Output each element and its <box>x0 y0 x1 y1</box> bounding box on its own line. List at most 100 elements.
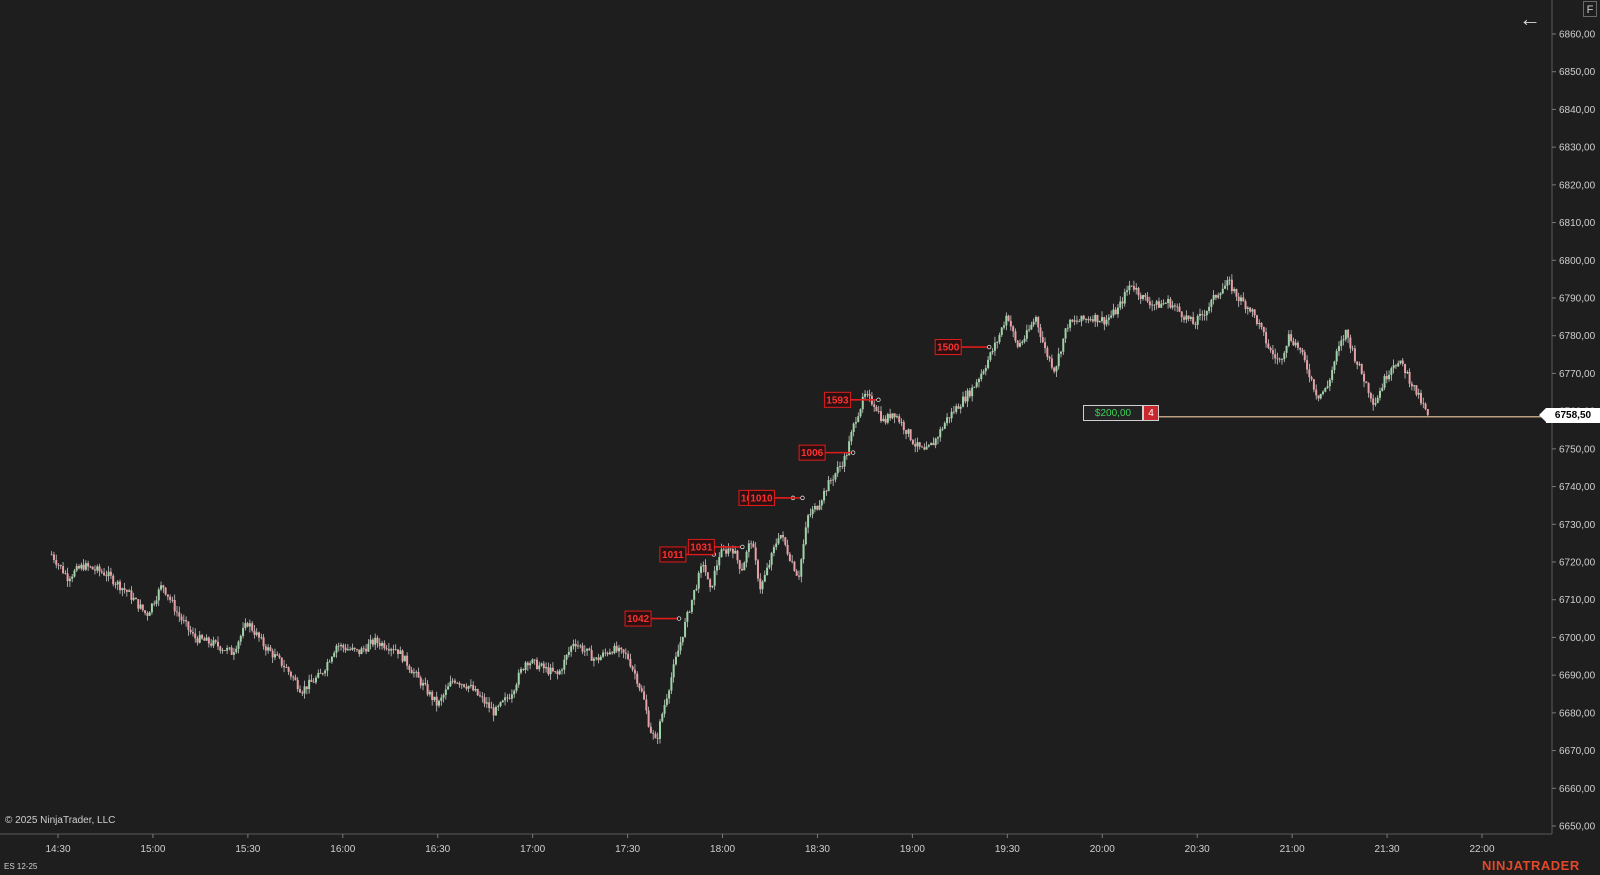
candle-body <box>1073 320 1076 322</box>
candle-body <box>1392 365 1395 369</box>
candle-body <box>396 649 399 654</box>
candle-body <box>574 643 577 647</box>
candle-body <box>670 677 673 691</box>
position-pnl-label[interactable]: $200,00 <box>1083 405 1143 421</box>
y-tick-label: 6810,00 <box>1559 218 1596 229</box>
candle-body <box>813 506 816 510</box>
candle-body <box>479 695 482 697</box>
order-marker[interactable] <box>798 444 826 461</box>
candle-body <box>449 681 452 687</box>
candle-body <box>1075 320 1078 322</box>
candle-body <box>460 684 463 686</box>
candle-body <box>1167 299 1170 304</box>
candle-body <box>747 543 750 552</box>
y-tick-label: 6800,00 <box>1559 256 1596 267</box>
order-marker[interactable] <box>934 339 962 356</box>
y-tick-label: 6850,00 <box>1559 67 1596 78</box>
candle-body <box>1050 358 1053 368</box>
candle-body <box>608 652 611 655</box>
candle-body <box>109 571 112 576</box>
y-tick-label: 6740,00 <box>1559 482 1596 493</box>
candle-body <box>305 686 308 690</box>
copyright-text: © 2025 NinjaTrader, LLC <box>5 815 116 826</box>
candle-body <box>704 565 707 573</box>
candle-body <box>1005 315 1008 326</box>
candle-body <box>982 371 985 374</box>
candle-body <box>854 421 857 424</box>
candle-body <box>1221 288 1224 294</box>
candle-body <box>1244 301 1247 309</box>
candle-body <box>428 691 431 695</box>
candle-body <box>146 613 149 616</box>
order-marker[interactable] <box>659 546 687 563</box>
order-label: 1500 <box>937 343 960 354</box>
candle-body <box>381 642 384 646</box>
candle-body <box>811 509 814 515</box>
candle-body <box>1260 323 1263 327</box>
order-marker[interactable] <box>687 538 715 555</box>
candle-body <box>595 657 598 659</box>
candle-body <box>677 650 680 657</box>
candle-body <box>542 663 545 669</box>
candle-body <box>1162 303 1165 305</box>
candle-body <box>524 662 527 670</box>
last-price-marker: 6758,50 <box>1539 408 1600 423</box>
x-tick-label: 15:30 <box>235 844 260 855</box>
candle-body <box>1123 291 1126 304</box>
candle-body <box>1401 360 1404 364</box>
candle-body <box>1214 294 1217 298</box>
order-marker[interactable] <box>823 391 851 408</box>
candle-body <box>228 647 231 649</box>
candle-body <box>964 396 967 402</box>
candle-body <box>431 691 434 700</box>
y-tick-label: 6820,00 <box>1559 180 1596 191</box>
candle-body <box>643 691 646 700</box>
candle-body <box>314 677 317 683</box>
candle-body <box>175 611 178 613</box>
candle-body <box>772 547 775 554</box>
candle-body <box>991 350 994 353</box>
candle-body <box>1317 395 1320 399</box>
candle-body <box>829 480 832 481</box>
position-quantity-badge[interactable]: 4 <box>1143 405 1159 421</box>
candle-body <box>1144 295 1147 297</box>
candle-body <box>1372 398 1375 405</box>
candle-body <box>406 655 409 666</box>
f-button[interactable]: F <box>1583 1 1597 17</box>
candle-body <box>1205 311 1208 316</box>
order-marker[interactable] <box>624 610 652 627</box>
candle-body <box>390 649 393 651</box>
candle-body <box>554 671 557 672</box>
arrow-left-icon[interactable]: ← <box>1519 6 1541 31</box>
candle-body <box>959 406 962 409</box>
candle-body <box>1023 338 1026 342</box>
candle-body <box>453 680 456 683</box>
candle-body <box>410 669 413 674</box>
candle-body <box>1110 315 1113 318</box>
time-axis[interactable]: 14:30 15:00 15:30 16:00 16:30 17:00 17:30 18:00… <box>45 834 1495 855</box>
candle-body <box>880 411 883 421</box>
candle-body <box>1107 317 1110 320</box>
candle-body <box>169 596 172 600</box>
candle-body <box>1417 392 1420 395</box>
candle-body <box>401 650 404 662</box>
y-tick-label: 6790,00 <box>1559 294 1596 305</box>
order-marker[interactable] <box>747 489 775 506</box>
order-anchor-dot <box>986 344 992 350</box>
candle-body <box>1030 324 1033 330</box>
candle-body <box>216 641 219 647</box>
candle-body <box>838 466 841 467</box>
candle-body <box>342 644 345 648</box>
candle-body <box>1278 358 1281 360</box>
candle-body <box>1180 311 1183 318</box>
candle-body <box>182 620 185 621</box>
candle-body <box>239 635 242 642</box>
candle-body <box>1142 295 1145 299</box>
candle-body <box>1217 295 1220 298</box>
candle-body <box>918 442 921 447</box>
candle-body <box>103 572 106 576</box>
candle-body <box>494 706 497 716</box>
candle-body <box>697 572 700 589</box>
candle-body <box>786 544 789 555</box>
